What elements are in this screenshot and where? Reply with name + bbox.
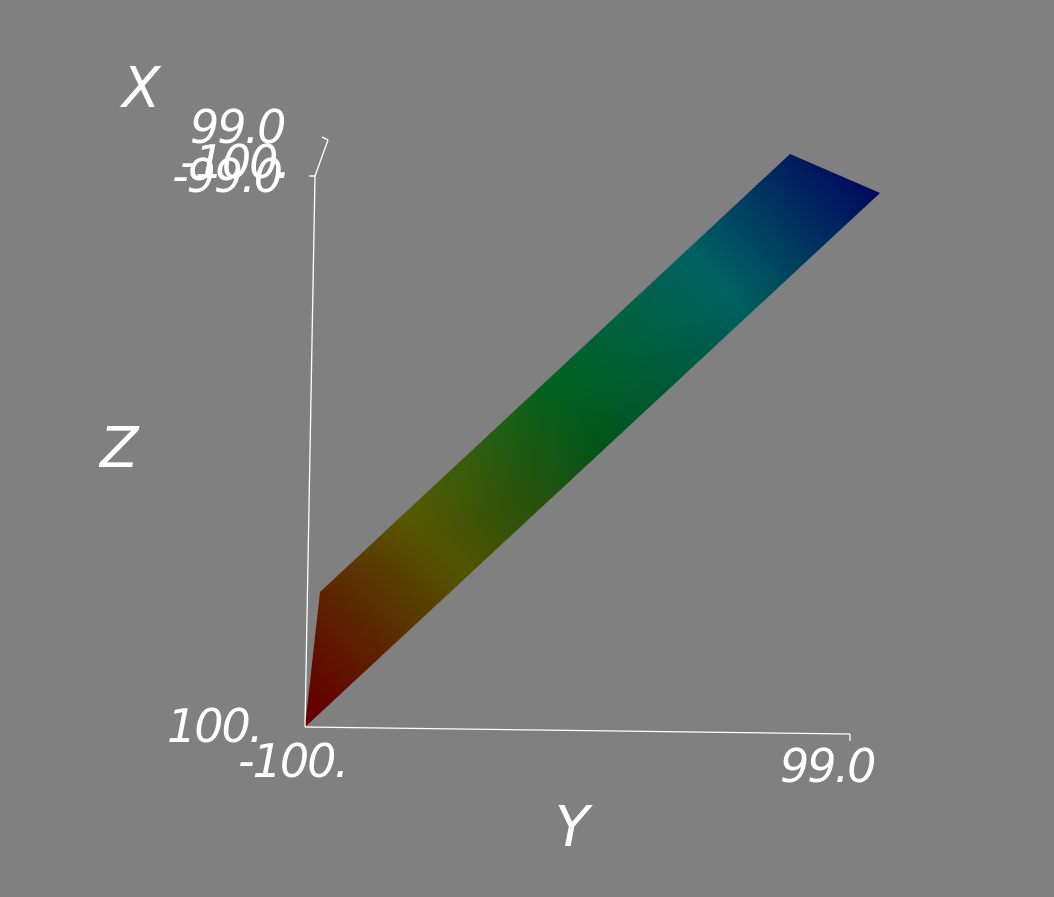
x-axis-line	[314, 139, 329, 177]
z-axis-title: Z	[98, 416, 140, 481]
y-tick-max: 99.0	[780, 739, 874, 793]
axis-lines	[304, 136, 851, 741]
y-tick-min: -100.	[238, 734, 347, 788]
z-tick-min: -99.0	[172, 149, 281, 203]
x-tick-min: -100.	[180, 135, 289, 189]
x-tick-max: 99.0	[190, 100, 284, 154]
z-tick-max: 100.	[167, 699, 261, 753]
x-axis-title: X	[119, 56, 162, 121]
x-axis-top-tick	[321, 136, 329, 141]
surface-shading	[305, 154, 880, 727]
y-axis-title: Y	[555, 795, 593, 860]
z-axis-line	[304, 175, 316, 728]
y-axis-line	[304, 726, 851, 735]
